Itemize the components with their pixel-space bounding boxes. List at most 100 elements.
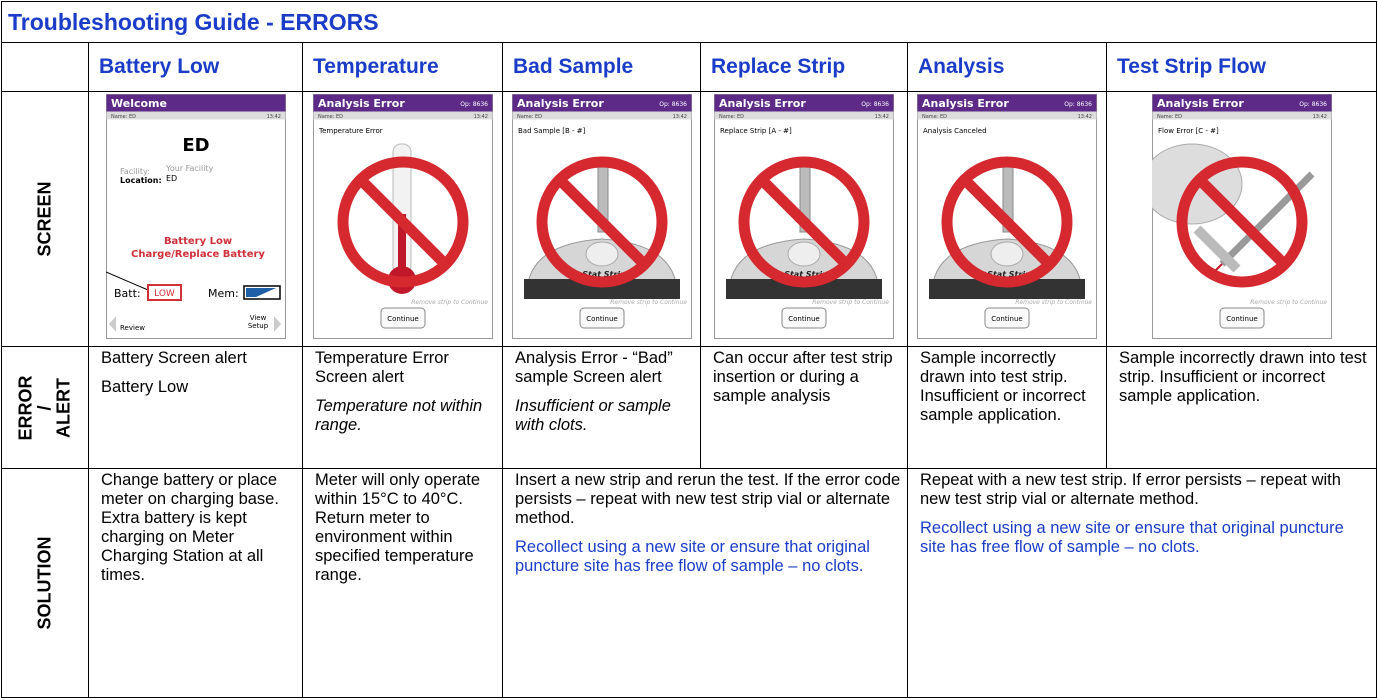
solution-cell: Repeat with a new test strip. If error p… [907, 468, 1377, 698]
clock: 13:42 [672, 114, 686, 120]
alert-text: Battery Low [101, 378, 189, 396]
row-label: SOLUTION [34, 536, 55, 630]
no-slash [1195, 176, 1288, 268]
solution-row: SOLUTION Change battery or place meter on… [1, 468, 1377, 698]
screen-cell: Welcome Name: ED 13:42 ED Facility: Your Faci… [88, 91, 303, 347]
meter-base [726, 279, 882, 299]
continue-label: Continue [1226, 315, 1257, 323]
no-sign [536, 156, 667, 288]
continue-button [380, 307, 425, 329]
alert-cell: Temperature Error Screen alert Temperatur… [302, 346, 503, 469]
screen-title: Analysis Error [1157, 97, 1244, 110]
user: ED [182, 135, 209, 156]
clock: 13:42 [1312, 114, 1326, 120]
column-header: Bad Sample [502, 42, 701, 92]
no-slash [356, 176, 449, 268]
name-strip [106, 111, 285, 120]
screen-cell: Analysis Error Op: 8636 Name: ED 13:42 Flow … [1106, 91, 1377, 347]
screen-message: Flow Error [C - #] [1158, 127, 1219, 135]
solution-cell: Meter will only operate within 15°C to 4… [302, 468, 503, 698]
meter-port [585, 241, 618, 267]
batt-box [146, 284, 182, 301]
alert-text: Battery Screen alert [101, 349, 247, 367]
row-label-cell: SCREEN [1, 91, 89, 347]
solution-text: Recollect using a new site or ensure tha… [515, 538, 870, 575]
user-name: Name: ED [111, 114, 136, 120]
no-sign [941, 156, 1073, 288]
continue-label: Continue [387, 315, 418, 323]
screen-message: Replace Strip [A - #] [720, 127, 792, 135]
row-label: SCREEN [34, 181, 55, 257]
hint: Remove strip to Continue [812, 299, 889, 306]
alert-text: Can occur after test strip insertion or … [713, 349, 893, 405]
name-strip [917, 111, 1097, 120]
clock: 13:42 [473, 114, 487, 120]
continue-button [984, 307, 1030, 329]
device-screen: Analysis Error Op: 8636 Name: ED 13:42 Flow … [1141, 94, 1332, 339]
row-label: ERROR / ALERT [15, 374, 74, 441]
name-strip [512, 111, 691, 120]
row-label-cell: SOLUTION [1, 468, 89, 698]
hint: Remove strip to Continue [1250, 299, 1327, 306]
mercury [397, 214, 406, 276]
solution-text: Insert a new strip and rerun the test. I… [515, 471, 901, 527]
right-button: View [249, 314, 266, 322]
operator: Op: 8636 [659, 101, 687, 108]
operator: Op: 8636 [1299, 101, 1327, 108]
clock: 13:42 [875, 114, 889, 120]
title: Troubleshooting Guide - ERRORS [1, 1, 1377, 43]
meter-port [990, 241, 1024, 267]
screen-message: Analysis Canceled [923, 127, 987, 135]
screen-message: Temperature Error [318, 127, 383, 135]
user-name: Name: ED [318, 114, 343, 120]
screen-message: Bad Sample [B - #] [518, 127, 586, 135]
no-slash [758, 176, 850, 268]
left-arrow [108, 316, 116, 332]
meter-label: Stat Strip [784, 270, 828, 279]
screen-frame [105, 94, 286, 339]
title-bar [714, 94, 894, 112]
meter-base [523, 279, 680, 299]
operator: Op: 8636 [861, 101, 889, 108]
meter-label: Stat Strip [582, 270, 626, 279]
meter-label: Stat Strip [987, 270, 1031, 279]
tube [1192, 225, 1241, 273]
solution-cell: Change battery or place meter on chargin… [88, 468, 303, 698]
screen-title: Analysis Error [719, 97, 806, 110]
alert-cell: Sample incorrectly drawn into test strip… [907, 346, 1107, 469]
screen-cell: Analysis Error Op: 8636 Name: ED 13:42 Repla… [700, 91, 908, 347]
meter-port [787, 241, 821, 267]
row-label-cell: ERROR / ALERT [1, 346, 89, 469]
device-screen: Analysis Error Op: 8636 Name: ED 13:42 Tempe… [312, 94, 493, 339]
user-name: Name: ED [719, 114, 744, 120]
operator: Op: 8636 [1064, 101, 1092, 108]
location-label: Location: [120, 176, 162, 185]
solution-text: Repeat with a new test strip. If error p… [920, 471, 1341, 508]
hint: Remove strip to Continue [610, 299, 687, 306]
solution-cell: Insert a new strip and rerun the test. I… [502, 468, 908, 698]
alert-text: Temperature Error Screen alert [315, 349, 449, 386]
name-strip [1152, 111, 1331, 120]
solution-text: Meter will only operate within 15°C to 4… [315, 471, 481, 584]
continue-label: Continue [586, 315, 617, 323]
column-header: Battery Low [88, 42, 303, 92]
alert-cell: Battery Screen alert Battery Low [88, 346, 303, 469]
name-strip [313, 111, 492, 120]
title-bar [106, 94, 285, 112]
facility-label: Facility: [120, 167, 150, 176]
continue-label: Continue [991, 315, 1022, 323]
continue-button [579, 307, 624, 329]
no-sign [337, 156, 468, 288]
facility: Your Facility [165, 164, 214, 173]
user-name: Name: ED [1157, 114, 1182, 120]
screen-title: Analysis Error [318, 97, 405, 110]
operator: Op: 8636 [460, 101, 488, 108]
alert-cell: Analysis Error - “Bad” sample Screen ale… [502, 346, 701, 469]
column-header: Test Strip Flow [1106, 42, 1377, 92]
header-row: Battery Low Temperature Bad Sample Replace … [1, 42, 1377, 92]
title-bar [512, 94, 691, 112]
device-screen: Analysis Error Op: 8636 Name: ED 13:42 Bad S… [511, 94, 692, 339]
